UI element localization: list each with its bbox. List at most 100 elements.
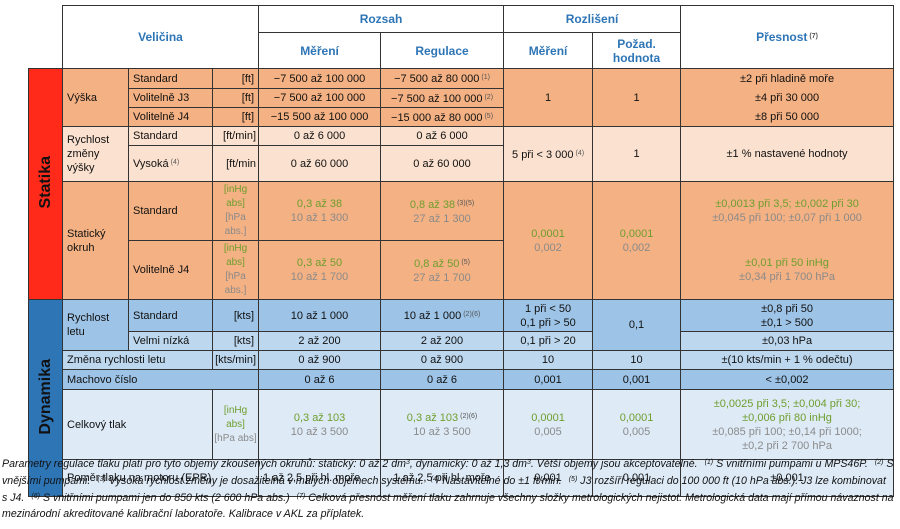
- option: Standard: [133, 130, 178, 142]
- label: Rychlost letu: [67, 312, 110, 338]
- note: (2)(6): [460, 413, 478, 420]
- cell: [ft]: [211, 88, 260, 108]
- cell: [inHg abs] [hPa abs.]: [211, 181, 260, 241]
- label: Výška: [67, 91, 97, 104]
- value: 0,1 při > 20: [520, 335, 576, 347]
- note: (5): [484, 112, 494, 120]
- cell: 1 při < 50 0,1 při > 50: [503, 299, 594, 332]
- value: 10 až 1 300: [290, 212, 349, 224]
- group-label: Statika: [36, 156, 54, 209]
- value: 10: [541, 354, 555, 366]
- header-cell: Požad. hodnota: [592, 32, 682, 69]
- unit: [kts/min]: [215, 354, 257, 366]
- note: (4): [170, 159, 180, 166]
- value: 0 až 60 000: [413, 157, 471, 170]
- value: 10 až 1 700: [290, 271, 349, 283]
- header: Měření: [300, 43, 339, 58]
- cell: 0,0001 0,002: [503, 181, 594, 300]
- cell: Standard: [128, 126, 213, 146]
- value: ±0,03 hPa: [761, 335, 813, 347]
- cell: 0 až 60 000: [380, 145, 505, 182]
- cell: Machovo číslo: [61, 369, 260, 390]
- value: ±0,0025 při 3,5; ±0,004 při 30;: [713, 397, 861, 410]
- value: ±0,2 při 2 700 hPa: [742, 439, 832, 452]
- unit: [kts]: [233, 309, 255, 322]
- header-cell: Veličina: [61, 5, 260, 69]
- cell: 5 při < 3 000 (4): [503, 126, 594, 182]
- unit: [inHg abs]: [223, 243, 248, 268]
- cell: 10: [503, 350, 594, 370]
- value: 0 až 900: [420, 354, 464, 366]
- header-cell: Měření: [503, 32, 594, 69]
- cell: [ft/min: [211, 145, 260, 182]
- value: ±4 při 30 000: [754, 92, 820, 104]
- cell: 0,001: [592, 459, 682, 497]
- header: Přesnost: [756, 30, 808, 44]
- value: 0,3 až 103: [406, 412, 459, 424]
- value: 2 až 200: [420, 335, 464, 347]
- cell: 0,1: [592, 299, 682, 351]
- option: Velmi nízká: [133, 335, 190, 347]
- cell: 0,0001 0,005: [592, 389, 682, 460]
- header: Veličina: [138, 30, 183, 44]
- value: 0,001: [622, 373, 651, 386]
- cell: 0 až 6 000: [380, 126, 505, 146]
- label: Změna rychlosti letu: [67, 354, 166, 366]
- value: −7 500 až 100 000: [391, 92, 483, 105]
- cell: 1 až 2,5 při hl. moře: [380, 459, 505, 497]
- group-cell: Dynamika: [28, 299, 63, 497]
- cell: [kts/min]: [211, 350, 260, 370]
- unit: [ft]: [241, 111, 255, 123]
- cell: [kts]: [211, 299, 260, 332]
- value: 0 až 6: [304, 373, 335, 386]
- cell: 10: [592, 350, 682, 370]
- option: Standard: [133, 309, 178, 322]
- cell: 0 až 6: [258, 369, 382, 390]
- value: 10 až 3 500: [413, 426, 471, 438]
- value: 0,005: [534, 425, 562, 438]
- footnote-note: (4): [430, 476, 440, 483]
- cell: Poměr tlaku na motoru (EPR): [61, 459, 260, 497]
- cell: Rychlost změny výšky: [62, 126, 129, 182]
- value: 0,8 až 38: [409, 198, 456, 211]
- option: Standard: [133, 205, 178, 217]
- value: 0,002: [534, 241, 562, 254]
- note: (3)(5): [457, 199, 475, 207]
- header-cell: Regulace: [380, 32, 505, 69]
- value: 1: [633, 91, 640, 104]
- cell: Změna rychlosti letu: [62, 350, 213, 370]
- value: 0 až 6 000: [416, 130, 468, 142]
- value: < ±0,002: [765, 373, 809, 386]
- header-cell: Rozsah: [258, 5, 505, 33]
- cell: ±0,0025 při 3,5; ±0,004 při 30; ±0,006 př…: [680, 389, 895, 460]
- cell: −7 500 až 100 000: [258, 88, 382, 108]
- value: 10 až 3 500: [290, 425, 349, 438]
- label: Celkový tlak: [67, 418, 127, 431]
- cell: < ±0,002: [680, 369, 895, 390]
- cell: 2 až 200: [258, 331, 382, 351]
- cell: ±8 při 50 000: [680, 107, 895, 127]
- note: (7): [809, 33, 818, 40]
- option: Volitelně J4: [133, 111, 190, 123]
- footnote-note: 3: [405, 459, 410, 466]
- cell: ±2 při hladině moře: [680, 68, 895, 89]
- unit: [ft]: [241, 92, 255, 104]
- value: 0,005: [622, 425, 651, 438]
- unit: [ft/min: [226, 157, 257, 170]
- value: 1: [544, 91, 552, 104]
- label: Statický okruh: [67, 227, 106, 254]
- cell: Velmi nízká: [128, 331, 213, 351]
- value: −15 000 až 80 000: [391, 111, 483, 124]
- value: ±0,8 při 50: [761, 302, 813, 315]
- value: 0 až 900: [298, 354, 341, 366]
- footnote-note: (7): [296, 493, 306, 500]
- value: ±1 % nastavené hodnoty: [726, 148, 848, 160]
- value: 0,0001: [619, 227, 654, 240]
- cell: 0,3 až 103 (2)(6) 10 až 3 500: [380, 389, 505, 460]
- value: ±(10 kts/min + 1 % odečtu): [721, 354, 853, 366]
- value: ±0,006 při 80 inHg: [742, 411, 832, 424]
- cell: Rychlost letu: [62, 299, 129, 351]
- cell: [ft/min]: [211, 126, 260, 146]
- value: 0,3 až 50: [296, 257, 343, 269]
